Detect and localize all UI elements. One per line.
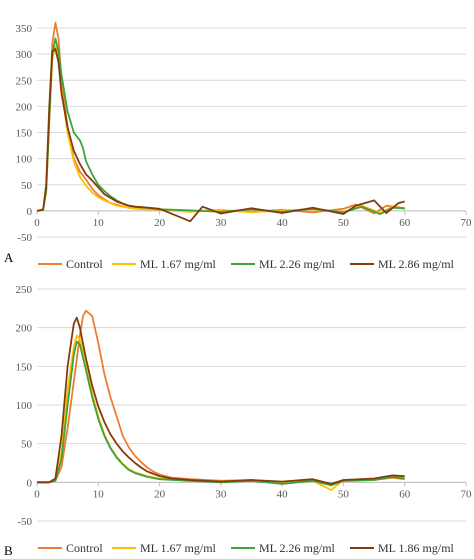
y-tick-label: 100: [16, 400, 33, 412]
legend-label: Control: [66, 541, 103, 555]
x-tick-label: 50: [338, 488, 350, 500]
x-tick-label: 60: [399, 488, 411, 500]
legend: Control ML 1.67 mg/ml ML 2.26 mg/ml ML 2.86…: [38, 257, 455, 271]
y-tick-label: 150: [16, 128, 33, 140]
legend-label: ML 1.67 mg/ml: [140, 541, 217, 555]
x-tick-label: 50: [338, 217, 350, 229]
x-tick-label: 40: [277, 488, 289, 500]
legend-label: Control: [66, 257, 103, 271]
series-line-4: [37, 316, 405, 485]
legend-label: ML 2.26 mg/ml: [259, 541, 336, 555]
y-tick-label: 50: [21, 180, 33, 192]
y-tick-label: 50: [21, 439, 33, 451]
x-tick-label: 0: [34, 217, 40, 229]
series-line-3: [37, 340, 405, 487]
y-tick-label: 0: [27, 206, 33, 218]
y-tick-label: 300: [16, 49, 33, 61]
x-tick-label: 70: [461, 217, 473, 229]
legend-label: ML 2.26 mg/ml: [259, 257, 336, 271]
x-tick-label: 20: [154, 488, 166, 500]
series-line-2: [37, 334, 405, 491]
x-tick-label: 70: [461, 488, 473, 500]
legend-label: ML 1.86 mg/ml: [378, 541, 455, 555]
panel-label: A: [4, 250, 14, 265]
x-tick-label: 10: [93, 217, 105, 229]
y-tick-label: -50: [17, 232, 32, 244]
legend: Control ML 1.67 mg/ml ML 2.26 mg/ml ML 1.86…: [38, 541, 455, 555]
y-tick-label: 0: [27, 477, 33, 489]
x-tick-label: 30: [215, 488, 227, 500]
x-tick-label: 30: [215, 217, 227, 229]
y-tick-label: 200: [16, 101, 33, 113]
y-tick-label: 200: [16, 323, 33, 335]
x-tick-label: 20: [154, 217, 166, 229]
y-tick-label: 100: [16, 154, 33, 166]
y-tick-label: 150: [16, 361, 33, 373]
x-tick-label: 10: [93, 488, 105, 500]
y-tick-label: 250: [16, 284, 33, 296]
x-tick-label: 60: [399, 217, 411, 229]
x-tick-label: 0: [34, 488, 40, 500]
legend-label: ML 1.67 mg/ml: [140, 257, 217, 271]
x-tick-label: 40: [277, 217, 289, 229]
y-tick-label: -50: [17, 516, 32, 528]
chart-panel-B: -50 0 50 100 150 200 250 0 10 20 30 40 50 60 70 Control…: [4, 284, 472, 558]
y-tick-label: 350: [16, 23, 33, 35]
y-tick-label: 250: [16, 75, 33, 87]
series-line-4: [36, 48, 405, 223]
legend-label: ML 2.86 mg/ml: [378, 257, 455, 271]
panel-label: B: [4, 543, 13, 558]
